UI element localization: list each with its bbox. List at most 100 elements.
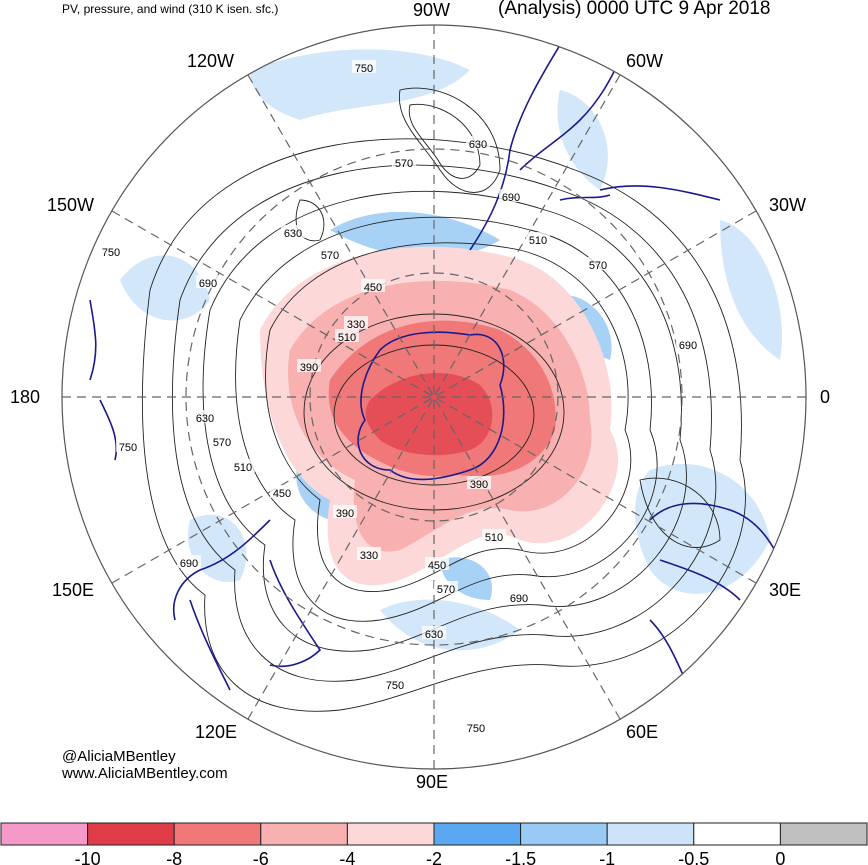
contour-label: 690	[502, 192, 520, 204]
contour-label: 690	[679, 340, 697, 352]
contour-label: 330	[347, 319, 365, 331]
contour-label: 390	[470, 479, 488, 491]
colorbar-swatch	[0, 822, 89, 846]
contour-label-bg	[333, 505, 357, 518]
map-boundary	[61, 24, 807, 770]
contour-label-bg	[297, 359, 321, 372]
valid-time: (Analysis) 0000 UTC 9 Apr 2018	[498, 0, 771, 19]
contour-label-bg	[422, 626, 446, 639]
contour-label: 390	[336, 508, 354, 520]
contour-label: 630	[425, 629, 443, 641]
lon-label-0: 0	[820, 387, 831, 407]
contour-label-bg	[383, 677, 407, 690]
colorbar-label: -10	[75, 849, 101, 865]
contour-label-bg	[318, 247, 342, 260]
contour-label: 630	[469, 139, 487, 151]
contour-label-bg	[357, 547, 381, 560]
graticule	[62, 25, 806, 769]
contour-label: 690	[199, 278, 217, 290]
contour-label: 450	[428, 560, 446, 572]
positive-pv-shading	[120, 49, 782, 651]
contour-label: 330	[360, 550, 378, 562]
colorbar-swatch	[520, 822, 608, 846]
contour-label-bg	[177, 555, 201, 568]
contour-label: 630	[284, 228, 302, 240]
colorbar-swatch	[87, 822, 175, 846]
colorbar-label: -1	[599, 849, 615, 865]
colorbar-label: 0	[775, 849, 785, 865]
colorbar-swatch	[606, 822, 695, 846]
pressure-contours	[141, 87, 746, 712]
contour-label-bg	[361, 279, 385, 292]
map-title: PV, pressure, and wind (310 K isen. sfc.…	[62, 2, 279, 16]
contour-label: 690	[180, 558, 198, 570]
contour-label-bg	[586, 257, 610, 270]
contour-label: 570	[395, 158, 413, 170]
contour-label-bg	[270, 485, 294, 498]
lon-label-180: 180	[10, 387, 41, 407]
contour-label-bg	[467, 476, 491, 489]
contour-label-bg	[392, 155, 416, 168]
credit-website: www.AliciaMBentley.com	[62, 765, 228, 782]
lon-label-30w: 30W	[769, 195, 807, 215]
lon-label-120w: 120W	[187, 51, 235, 71]
contour-label-bg	[193, 410, 217, 423]
contour-label-bg	[281, 225, 305, 238]
contour-label-bg	[196, 275, 220, 288]
credit-handle: @AliciaMBentley	[62, 748, 176, 765]
lon-label-150w: 150W	[47, 195, 95, 215]
contour-label-bg	[99, 244, 123, 257]
contour-label-bg	[464, 720, 488, 733]
contour-label-bg	[499, 189, 523, 202]
contour-label: 750	[102, 247, 120, 259]
lon-label-60w: 60W	[626, 51, 664, 71]
contour-label: 570	[321, 250, 339, 262]
contour-label-bg	[425, 557, 449, 570]
colorbar-swatch	[346, 822, 435, 846]
contour-label: 750	[386, 680, 404, 692]
contour-label: 510	[338, 332, 356, 344]
colorbar-swatch	[173, 822, 262, 846]
contour-label-bg	[466, 136, 490, 149]
contour-label: 570	[437, 584, 455, 596]
colorbar-swatch	[779, 822, 868, 846]
contour-label: 630	[196, 413, 214, 425]
colorbar-label: -0.5	[678, 849, 709, 865]
contour-label-bg	[434, 581, 458, 594]
contour-label-bg	[210, 434, 234, 447]
lon-label-120e: 120E	[195, 722, 238, 742]
colorbar-label: -1.5	[505, 849, 536, 865]
contour-label: 450	[273, 488, 291, 500]
colorbar-swatch	[260, 822, 348, 846]
contour-label: 690	[510, 593, 528, 605]
contour-label-bg	[344, 316, 368, 329]
lon-label-30e: 30E	[769, 580, 802, 600]
contour-label: 750	[467, 723, 485, 735]
colorbar-label: -4	[339, 849, 355, 865]
contour-label: 450	[364, 282, 382, 294]
colorbar-label: -2	[426, 849, 442, 865]
contour-label-bg	[482, 529, 506, 542]
colorbar-label: -6	[253, 849, 269, 865]
contour-label: 510	[529, 235, 547, 247]
lon-label-150e: 150E	[52, 580, 95, 600]
colorbar-swatch	[693, 822, 781, 846]
contour-label-bg	[231, 459, 255, 472]
contour-label: 570	[213, 437, 231, 449]
contour-label: 510	[234, 462, 252, 474]
lon-label-60e: 60E	[626, 722, 659, 742]
contour-label-bg	[116, 439, 140, 452]
lon-label-90e: 90E	[416, 772, 449, 792]
contour-label: 750	[119, 442, 137, 454]
contour-label-bg	[676, 337, 700, 350]
contour-label: 390	[300, 362, 318, 374]
contour-label: 510	[485, 532, 503, 544]
colorbar-swatch	[433, 822, 522, 846]
contour-label-bg	[507, 590, 531, 603]
colorbar: -10 -8 -6 -4 -2 -1.5 -1 -0.5 0	[0, 822, 868, 865]
contour-label: 750	[355, 63, 373, 75]
contour-label-bg	[526, 232, 550, 245]
contour-label-bg	[352, 60, 376, 73]
